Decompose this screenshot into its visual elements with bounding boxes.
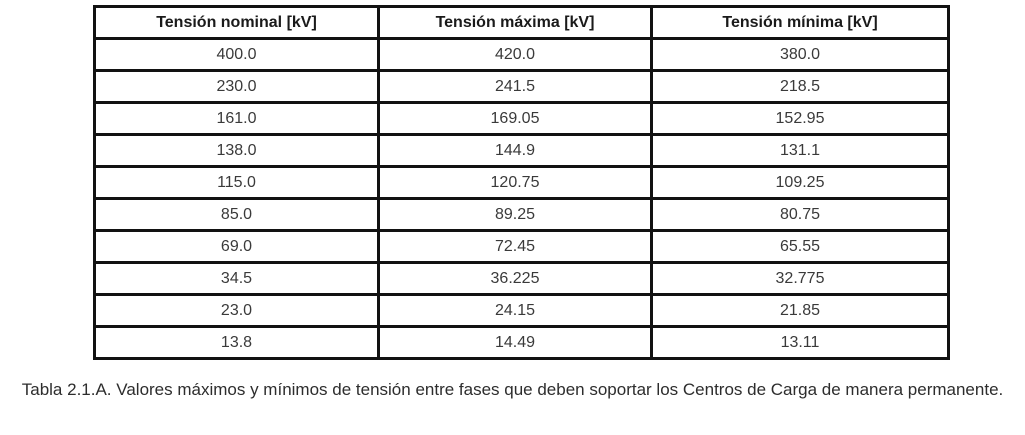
table-cell: 89.25 xyxy=(377,197,653,232)
table-cell: 32.775 xyxy=(650,261,950,296)
table-cell: 21.85 xyxy=(650,293,950,328)
header-nominal-voltage: Tensión nominal [kV] xyxy=(93,5,380,40)
table-cell: 69.0 xyxy=(93,229,380,264)
table-row: 230.0 241.5 218.5 xyxy=(93,69,950,104)
table-row: 400.0 420.0 380.0 xyxy=(93,37,950,72)
table-cell: 85.0 xyxy=(93,197,380,232)
table-row: 13.8 14.49 13.11 xyxy=(93,325,950,360)
table-body: 400.0 420.0 380.0 230.0 241.5 218.5 161.0 169.0… xyxy=(93,37,950,360)
table-cell: 400.0 xyxy=(93,37,380,72)
table-cell: 24.15 xyxy=(377,293,653,328)
table-cell: 218.5 xyxy=(650,69,950,104)
table-cell: 241.5 xyxy=(377,69,653,104)
table-cell: 131.1 xyxy=(650,133,950,168)
header-max-voltage: Tensión máxima [kV] xyxy=(377,5,653,40)
header-min-voltage: Tensión mínima [kV] xyxy=(650,5,950,40)
table-cell: 14.49 xyxy=(377,325,653,360)
table-cell: 230.0 xyxy=(93,69,380,104)
table-cell: 13.8 xyxy=(93,325,380,360)
table-cell: 120.75 xyxy=(377,165,653,200)
table-cell: 109.25 xyxy=(650,165,950,200)
table-cell: 161.0 xyxy=(93,101,380,136)
table-cell: 34.5 xyxy=(93,261,380,296)
table-row: 138.0 144.9 131.1 xyxy=(93,133,950,168)
table-cell: 80.75 xyxy=(650,197,950,232)
table-row: 85.0 89.25 80.75 xyxy=(93,197,950,232)
table-row: 34.5 36.225 32.775 xyxy=(93,261,950,296)
table-cell: 115.0 xyxy=(93,165,380,200)
table-cell: 72.45 xyxy=(377,229,653,264)
table-cell: 65.55 xyxy=(650,229,950,264)
table-cell: 169.05 xyxy=(377,101,653,136)
table-caption: Tabla 2.1.A. Valores máximos y mínimos d… xyxy=(21,380,1004,399)
table-row: 69.0 72.45 65.55 xyxy=(93,229,950,264)
table-row: 161.0 169.05 152.95 xyxy=(93,101,950,136)
table-cell: 13.11 xyxy=(650,325,950,360)
table-cell: 380.0 xyxy=(650,37,950,72)
table-header-row: Tensión nominal [kV] Tensión máxima [kV]… xyxy=(93,5,950,40)
table-cell: 144.9 xyxy=(377,133,653,168)
table-cell: 138.0 xyxy=(93,133,380,168)
table-cell: 23.0 xyxy=(93,293,380,328)
voltage-limits-table: Tensión nominal [kV] Tensión máxima [kV]… xyxy=(93,5,950,360)
table-row: 115.0 120.75 109.25 xyxy=(93,165,950,200)
table-cell: 152.95 xyxy=(650,101,950,136)
table-cell: 36.225 xyxy=(377,261,653,296)
table-cell: 420.0 xyxy=(377,37,653,72)
table-row: 23.0 24.15 21.85 xyxy=(93,293,950,328)
